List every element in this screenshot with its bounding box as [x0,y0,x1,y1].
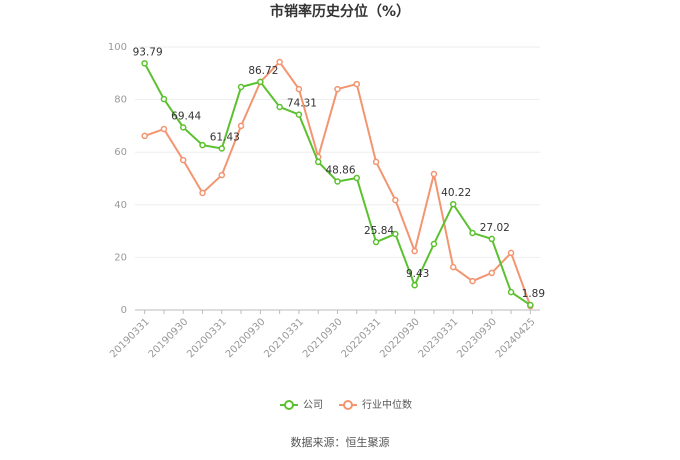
x-tick-label: 20230331 [417,316,461,360]
data-point [372,158,380,166]
data-point [507,288,515,296]
x-tick-label: 20190331 [108,316,152,360]
data-point [430,170,438,178]
legend-marker [284,400,294,410]
data-label: 69.44 [171,110,201,122]
data-label: 1.89 [522,288,545,300]
data-point [411,247,418,255]
data-label: 74.31 [287,98,317,110]
y-tick-label: 80 [114,95,127,106]
data-point [353,174,361,182]
data-label: 93.79 [133,46,163,58]
data-point [237,83,245,91]
data-label: 40.22 [441,187,471,199]
data-point [276,58,283,66]
y-tick-label: 0 [121,305,127,316]
data-point [392,196,399,204]
x-tick-label: 20220331 [340,316,384,360]
x-tick-label: 20210331 [262,316,306,360]
data-point [469,277,476,285]
data-point [449,263,457,271]
y-tick-label: 20 [114,252,127,263]
data-point [295,85,303,93]
data-point [141,60,148,67]
data-point [527,301,534,309]
data-label: 86.72 [248,65,278,77]
data-point [430,240,438,248]
data-label: 27.02 [480,222,510,234]
data-point [237,122,245,130]
data-point [218,171,226,179]
data-point [507,249,515,257]
y-tick-label: 40 [114,200,127,211]
data-point [141,132,148,140]
data-label: 25.84 [364,225,394,237]
data-label: 61.43 [210,131,240,143]
x-tick-label: 20240425 [494,316,538,360]
data-point [334,85,341,93]
data-point [392,230,399,238]
data-point [276,103,283,111]
y-tick-label: 60 [114,147,127,158]
chart-title: 市销率历史分位（%） [270,3,410,20]
data-point [257,78,264,86]
data-point [353,80,361,88]
data-point [469,229,476,237]
legend-label: 行业中位数 [362,398,412,411]
data-point [488,269,496,277]
data-point [218,145,226,152]
data-label: 9.43 [406,268,429,280]
data-point [179,124,187,131]
data-point [160,125,168,133]
legend-marker [343,400,353,410]
data-point [199,189,206,197]
source-note: 数据来源：恒生聚源 [291,435,390,449]
data-point [314,158,322,166]
x-tick-label: 20210930 [301,316,345,360]
data-point [179,156,187,164]
x-tick-label: 20200930 [224,316,268,360]
data-point [411,281,418,289]
x-tick-label: 20200331 [185,316,229,360]
data-point [199,141,206,149]
data-point [449,200,457,208]
x-tick-label: 20190930 [147,316,191,360]
x-tick-label: 20230930 [455,316,499,360]
data-point [488,235,496,243]
data-label: 48.86 [325,164,355,176]
data-point [295,111,303,118]
data-point [160,95,168,103]
x-tick-label: 20220930 [378,316,422,360]
y-tick-label: 100 [108,42,127,53]
data-point [372,238,380,246]
legend-label: 公司 [303,400,323,411]
data-point [334,178,341,185]
